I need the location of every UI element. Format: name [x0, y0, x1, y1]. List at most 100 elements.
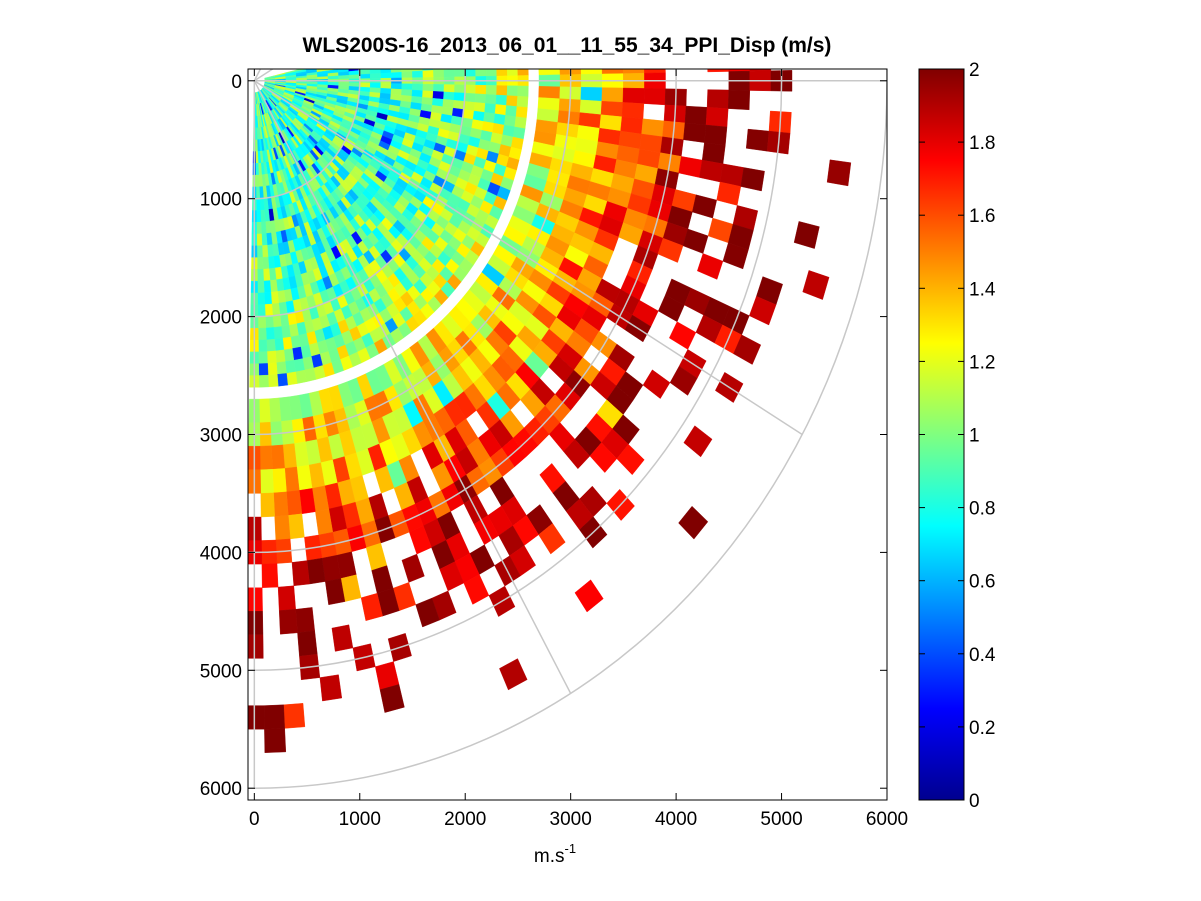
data-cell: [379, 684, 405, 713]
data-cell: [683, 425, 713, 458]
data-cell: [464, 84, 476, 94]
data-cell: [601, 87, 624, 103]
data-cell: [369, 73, 382, 79]
y-tick-label: 5000: [200, 661, 242, 682]
data-cell: [485, 85, 498, 96]
data-cell: [261, 563, 279, 588]
data-cell: [256, 257, 264, 270]
data-cell: [574, 579, 604, 613]
data-cell: [261, 233, 268, 246]
data-cell: [463, 574, 490, 605]
data-cell: [261, 244, 269, 258]
data-cell: [268, 267, 277, 281]
data-cell: [657, 237, 684, 263]
data-cell: [464, 92, 476, 103]
data-cell: [454, 84, 466, 94]
y-axis: 0 1000 2000 3000 4000 5000 6000: [200, 72, 887, 800]
data-cell: [443, 69, 455, 78]
x-tick-label: 2000: [444, 809, 486, 830]
chart-title: WLS200S-16_2013_06_01__11_55_34_PPI_Disp…: [303, 34, 832, 57]
data-cell: [401, 71, 413, 79]
data-cell: [262, 268, 271, 282]
data-cell: [360, 593, 383, 621]
data-cell: [359, 82, 371, 88]
data-cell: [263, 280, 272, 293]
data-cell: [727, 89, 751, 111]
data-cell: [260, 469, 274, 494]
data-cell: [248, 611, 264, 636]
data-cell: [255, 198, 261, 211]
data-cell: [266, 244, 274, 258]
data-cell: [643, 88, 666, 106]
data-cell: [475, 84, 487, 95]
data-cell: [705, 107, 729, 128]
plot-axes: 0 1000 2000 3000 4000 5000 6000 0 1000 2000 3000 4…: [200, 68, 908, 867]
data-cell: [291, 560, 310, 587]
data-cell: [255, 162, 259, 176]
colorbar-tick-label: 0.2: [969, 718, 995, 739]
data-cell: [359, 69, 371, 75]
colorbar-tick-label: 0.8: [969, 499, 995, 520]
data-cell: [454, 69, 466, 78]
data-cell: [390, 83, 403, 90]
data-cell: [485, 94, 497, 105]
data-cell: [258, 351, 268, 364]
polar-grid-spoke: [253, 80, 572, 694]
data-cell: [279, 313, 290, 327]
data-cell: [443, 84, 455, 93]
data-cell: [271, 444, 285, 470]
data-cell: [580, 86, 603, 102]
colorbar-tick-label: 1.4: [969, 279, 996, 300]
data-cell: [276, 361, 287, 375]
data-cell: [621, 102, 645, 120]
data-cell: [452, 100, 465, 110]
data-cell: [642, 369, 671, 399]
data-cell: [412, 83, 424, 91]
data-cell: [380, 83, 392, 90]
data-cell: [826, 159, 852, 187]
colorbar-ticks: 0 0.2 0.4 0.6 0.8 1 1.2 1.4 1.6 1.8 2: [919, 60, 996, 812]
data-cell: [505, 105, 518, 117]
colorbar-tick-label: 0.4: [969, 645, 996, 666]
data-cell: [272, 314, 282, 328]
x-axis: 0 1000 2000 3000 4000 5000 6000: [249, 69, 908, 830]
x-tick-label: 1000: [339, 809, 381, 830]
data-cell: [422, 83, 434, 92]
y-tick-label: 3000: [200, 426, 242, 447]
data-cell: [268, 397, 282, 423]
data-cell: [722, 242, 749, 270]
data-cell: [306, 557, 326, 585]
colorbar-tick-label: 0.6: [969, 572, 995, 593]
data-cell: [260, 492, 275, 518]
data-cell: [704, 124, 728, 146]
data-cell: [616, 444, 645, 476]
ppi-data-cells: [248, 69, 852, 753]
y-tick-label: 4000: [200, 543, 242, 564]
data-cell: [317, 76, 329, 80]
data-cell: [538, 523, 566, 555]
data-cell: [473, 102, 486, 113]
data-cell: [297, 630, 318, 657]
data-cell: [258, 339, 268, 353]
data-cell: [257, 316, 267, 329]
data-cell: [495, 94, 508, 106]
data-cell: [271, 302, 281, 316]
data-cell: [499, 658, 528, 691]
data-cell: [265, 315, 274, 329]
data-cell: [443, 91, 455, 101]
data-cell: [506, 85, 519, 97]
x-axis-label: m.s-1: [534, 841, 576, 867]
data-cell: [259, 186, 264, 199]
data-cell: [669, 365, 698, 396]
data-cell: [802, 270, 830, 300]
data-cell: [295, 607, 315, 634]
data-cell: [265, 327, 275, 341]
data-cell: [286, 371, 298, 386]
colorbar-tick-label: 2: [969, 60, 980, 81]
data-cell: [516, 95, 529, 108]
data-cell: [494, 104, 507, 116]
data-cell: [269, 279, 278, 293]
data-cell: [515, 106, 528, 119]
x-tick-label: 6000: [866, 809, 908, 830]
